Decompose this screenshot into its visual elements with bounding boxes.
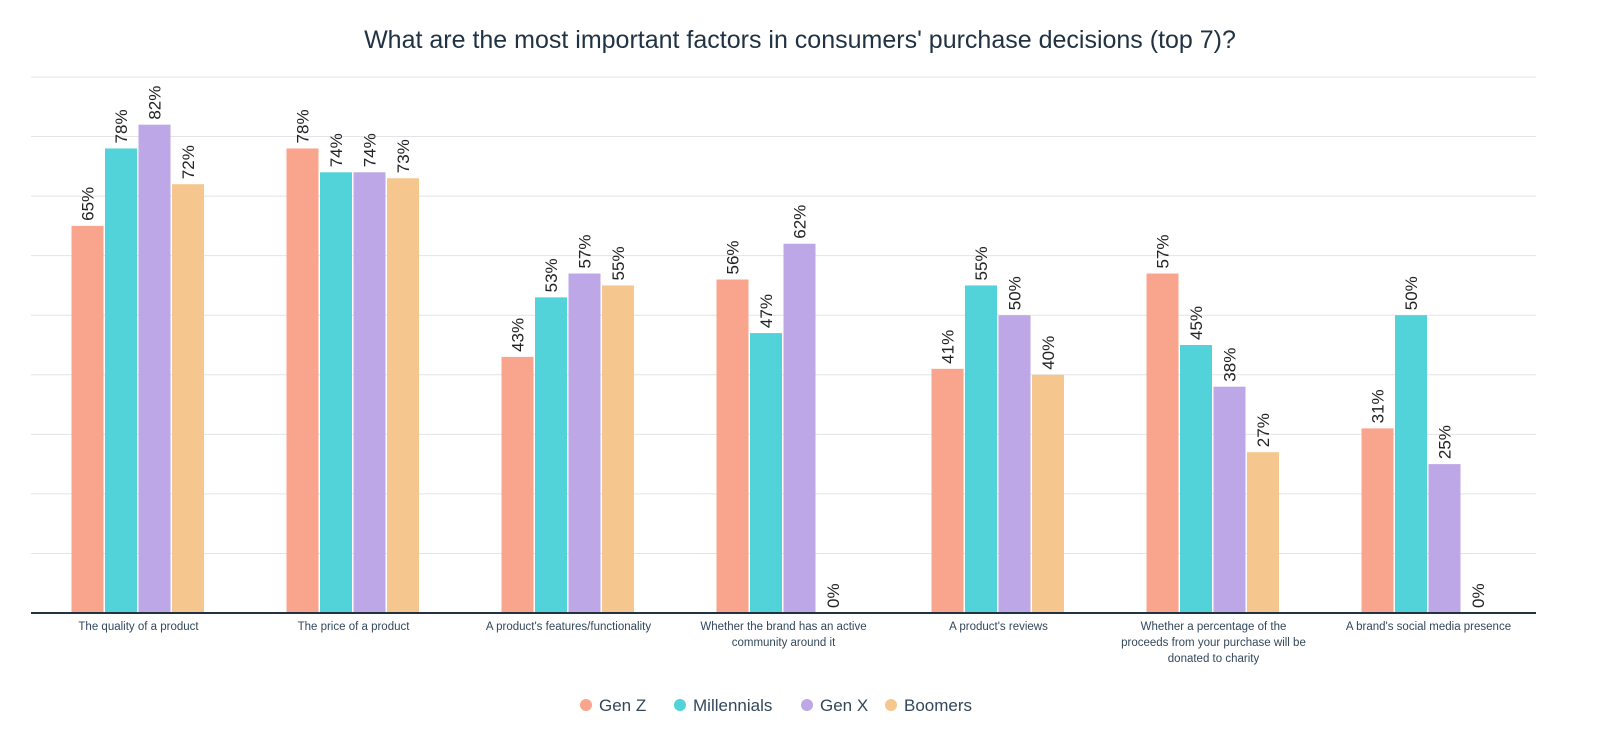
bar xyxy=(1180,345,1212,613)
legend-label: Gen Z xyxy=(599,696,646,715)
bar xyxy=(286,148,319,613)
data-label: 47% xyxy=(757,294,776,328)
bar xyxy=(1395,315,1427,613)
data-label: 56% xyxy=(724,240,743,274)
bar xyxy=(750,333,782,613)
data-label: 40% xyxy=(1039,336,1058,370)
bar xyxy=(1247,452,1279,613)
bar xyxy=(602,285,634,613)
bar xyxy=(71,225,104,613)
bar xyxy=(965,285,997,613)
data-label: 41% xyxy=(939,330,958,364)
bar xyxy=(1032,374,1064,613)
data-label: 78% xyxy=(294,109,313,143)
data-label: 74% xyxy=(361,133,380,167)
bar xyxy=(138,124,171,614)
category-label: A brand's social media presence xyxy=(1346,621,1511,633)
data-label: 50% xyxy=(1006,276,1025,310)
data-label: 57% xyxy=(1154,235,1173,269)
bar xyxy=(1361,428,1394,613)
bar xyxy=(353,172,386,614)
bar xyxy=(998,315,1031,613)
bar xyxy=(1213,386,1246,613)
data-label: 74% xyxy=(327,133,346,167)
bar xyxy=(172,184,204,613)
legend-marker xyxy=(885,699,897,711)
category-label: proceeds from your purchase will be xyxy=(1121,637,1306,649)
data-label: 53% xyxy=(542,258,561,292)
legend-label: Gen X xyxy=(820,696,868,715)
bar xyxy=(1146,273,1179,613)
legend-marker xyxy=(674,699,686,711)
data-label: 25% xyxy=(1436,425,1455,459)
bar xyxy=(387,178,419,613)
bar xyxy=(1428,464,1461,613)
data-label: 82% xyxy=(146,86,165,120)
data-label: 50% xyxy=(1402,276,1421,310)
data-label: 27% xyxy=(1254,413,1273,447)
legend-label: Boomers xyxy=(904,696,972,715)
bar xyxy=(568,273,601,613)
data-label: 31% xyxy=(1369,389,1388,423)
data-label: 57% xyxy=(576,235,595,269)
data-label: 73% xyxy=(394,139,413,173)
category-label: The quality of a product xyxy=(78,621,199,633)
data-label: 55% xyxy=(609,246,628,280)
data-label: 78% xyxy=(112,109,131,143)
category-label: The price of a product xyxy=(298,621,411,633)
bar xyxy=(535,297,567,613)
data-label: 0% xyxy=(1469,583,1488,608)
data-label: 62% xyxy=(791,205,810,239)
data-label: 55% xyxy=(972,246,991,280)
data-label: 0% xyxy=(824,583,843,608)
category-label: A product's reviews xyxy=(949,621,1048,633)
data-label: 72% xyxy=(179,145,198,179)
bar xyxy=(320,172,352,614)
bar xyxy=(716,279,749,613)
bar xyxy=(931,368,964,613)
category-label: Whether the brand has an active xyxy=(700,621,866,633)
bar xyxy=(105,148,137,613)
bar xyxy=(501,356,534,613)
data-label: 38% xyxy=(1221,348,1240,382)
data-label: 43% xyxy=(509,318,528,352)
chart-title: What are the most important factors in c… xyxy=(364,26,1236,54)
bar xyxy=(783,243,816,613)
category-label: community around it xyxy=(732,637,836,649)
legend-marker xyxy=(580,699,592,711)
legend-label: Millennials xyxy=(693,696,772,715)
data-label: 65% xyxy=(79,187,98,221)
category-label: Whether a percentage of the xyxy=(1141,621,1287,633)
category-label: A product's features/functionality xyxy=(486,621,651,633)
legend-marker xyxy=(801,699,813,711)
data-label: 45% xyxy=(1187,306,1206,340)
category-label: donated to charity xyxy=(1168,653,1260,665)
